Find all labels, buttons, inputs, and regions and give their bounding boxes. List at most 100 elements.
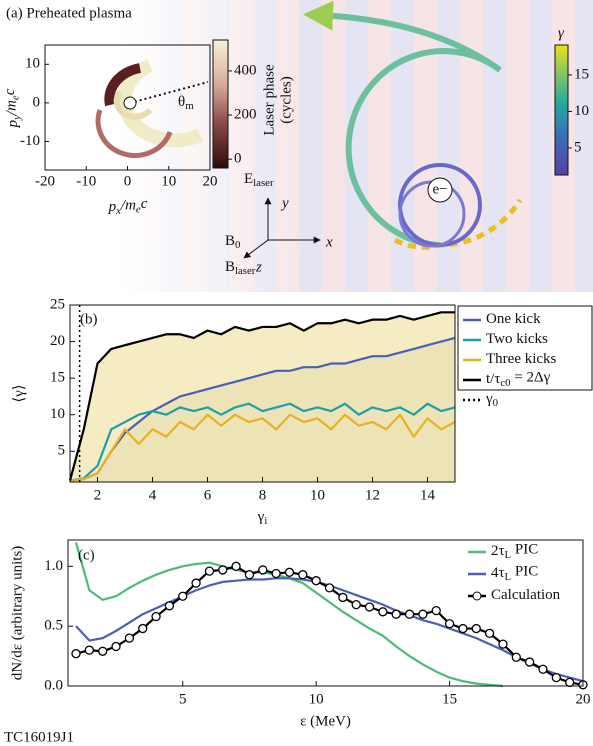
data-point: [458, 623, 468, 634]
text-part: L: [505, 549, 512, 561]
colorbar-label: Laser phase: [261, 64, 277, 136]
data-point: [338, 592, 348, 603]
data-point: [391, 609, 401, 619]
legend-label: t/τc0 = 2Δγ: [486, 370, 551, 389]
x-tick-label: 20: [203, 173, 218, 189]
text-part: 0: [493, 397, 498, 409]
text-part: B: [225, 259, 235, 275]
data-point: [151, 611, 161, 622]
text-part: m: [185, 100, 194, 112]
y-tick-label: 20: [50, 333, 65, 349]
y-tick-label: 15: [50, 370, 65, 386]
colorbar-tick-label: 0: [234, 151, 242, 167]
series-line: [68, 311, 455, 481]
text-part: laser: [253, 177, 274, 189]
legend-label: Two kicks: [486, 331, 548, 347]
y-tick-label: 5: [58, 443, 66, 459]
x-axis-label: γi: [257, 509, 268, 527]
x-tick-label: 20: [576, 691, 591, 707]
gamma-colorbar: [554, 44, 569, 176]
colorbar: [212, 39, 229, 169]
data-point: [271, 568, 281, 579]
legend-label: 4τL PIC: [491, 564, 538, 583]
text-part: 2τ: [491, 543, 505, 559]
x-axis-label: ε (MeV): [300, 713, 351, 729]
legend-marker: [472, 591, 482, 601]
text-part: /m: [120, 198, 136, 214]
x-tick-label: 5: [179, 691, 187, 707]
colorbar-label: γ: [558, 25, 565, 41]
x-tick-label: 10: [309, 691, 324, 707]
x-tick-label: 4: [149, 487, 157, 503]
data-point: [551, 672, 561, 683]
axis-symbol: z: [255, 259, 262, 275]
colorbar-tick-label: 200: [234, 106, 257, 122]
data-point: [71, 649, 81, 659]
x-tick-label: 10: [310, 487, 325, 503]
data-point: [204, 566, 215, 576]
text-part: laser: [235, 265, 256, 277]
data-point: [98, 646, 108, 656]
text-part: L: [505, 571, 512, 583]
text-part: c0: [500, 377, 510, 389]
series-line: [69, 402, 456, 482]
axis-symbol: x: [325, 234, 333, 250]
colorbar-tick-label: 15: [574, 66, 589, 82]
text-part: p: [5, 119, 21, 128]
y-tick-label: -10: [20, 133, 40, 149]
y-tick-label: 25: [50, 296, 65, 312]
series-line: [69, 336, 456, 482]
data-point: [364, 602, 375, 612]
y-axis-label: py/mec: [2, 88, 23, 128]
data-point: [111, 641, 121, 652]
legend-label: Three kicks: [486, 351, 557, 367]
data-point: [498, 639, 508, 649]
y-tick-label: 10: [50, 406, 65, 422]
data-point: [351, 599, 361, 610]
text-part: Three kicks: [486, 351, 557, 367]
text-part: e: [10, 95, 22, 100]
text-part: θ: [178, 94, 185, 110]
text-part: x: [115, 205, 121, 217]
data-point: [84, 645, 94, 655]
text-part: t/τ: [486, 371, 500, 387]
data-point: [191, 578, 201, 588]
text-part: /m: [4, 100, 20, 116]
y-axis-label: ⟨γ⟩: [11, 384, 27, 402]
x-tick-label: 12: [365, 487, 380, 503]
y-axis-label: dN/dε (arbitrary units): [9, 546, 25, 681]
x-tick-label: 8: [259, 487, 267, 503]
data-point: [511, 652, 521, 662]
data-point: [298, 570, 308, 580]
data-point: [538, 664, 548, 674]
x-tick-label: 6: [204, 487, 212, 503]
axis-symbol: y: [280, 195, 289, 211]
text-part: i: [264, 515, 267, 527]
x-tick-label: -10: [76, 173, 96, 189]
y-tick-label: 0.5: [44, 618, 63, 634]
legend-label: γ0: [485, 391, 498, 409]
text-part: γ: [257, 509, 265, 525]
text-part: One kick: [486, 311, 541, 327]
data-point: [284, 567, 295, 577]
inset-distribution: [95, 58, 209, 158]
x-tick-label: 15: [442, 691, 457, 707]
legend-label: Calculation: [491, 587, 561, 603]
data-point: [178, 591, 188, 601]
data-point: [444, 619, 455, 629]
text-part: e: [136, 204, 141, 216]
data-point: [404, 609, 415, 619]
data-point: [164, 601, 175, 611]
electron-trajectory: [303, 0, 523, 250]
angle-label: θm: [178, 94, 194, 112]
data-point: [218, 565, 228, 575]
data-point: [378, 607, 388, 617]
panel-label: (c): [78, 547, 95, 563]
panel-label: (a) Preheated plasma: [6, 5, 132, 21]
text-part: Calculation: [491, 587, 561, 603]
text-part: 0: [235, 239, 240, 251]
y-tick-label: 0: [33, 94, 41, 110]
text-part: y: [11, 115, 23, 121]
x-tick-label: 0: [124, 173, 132, 189]
